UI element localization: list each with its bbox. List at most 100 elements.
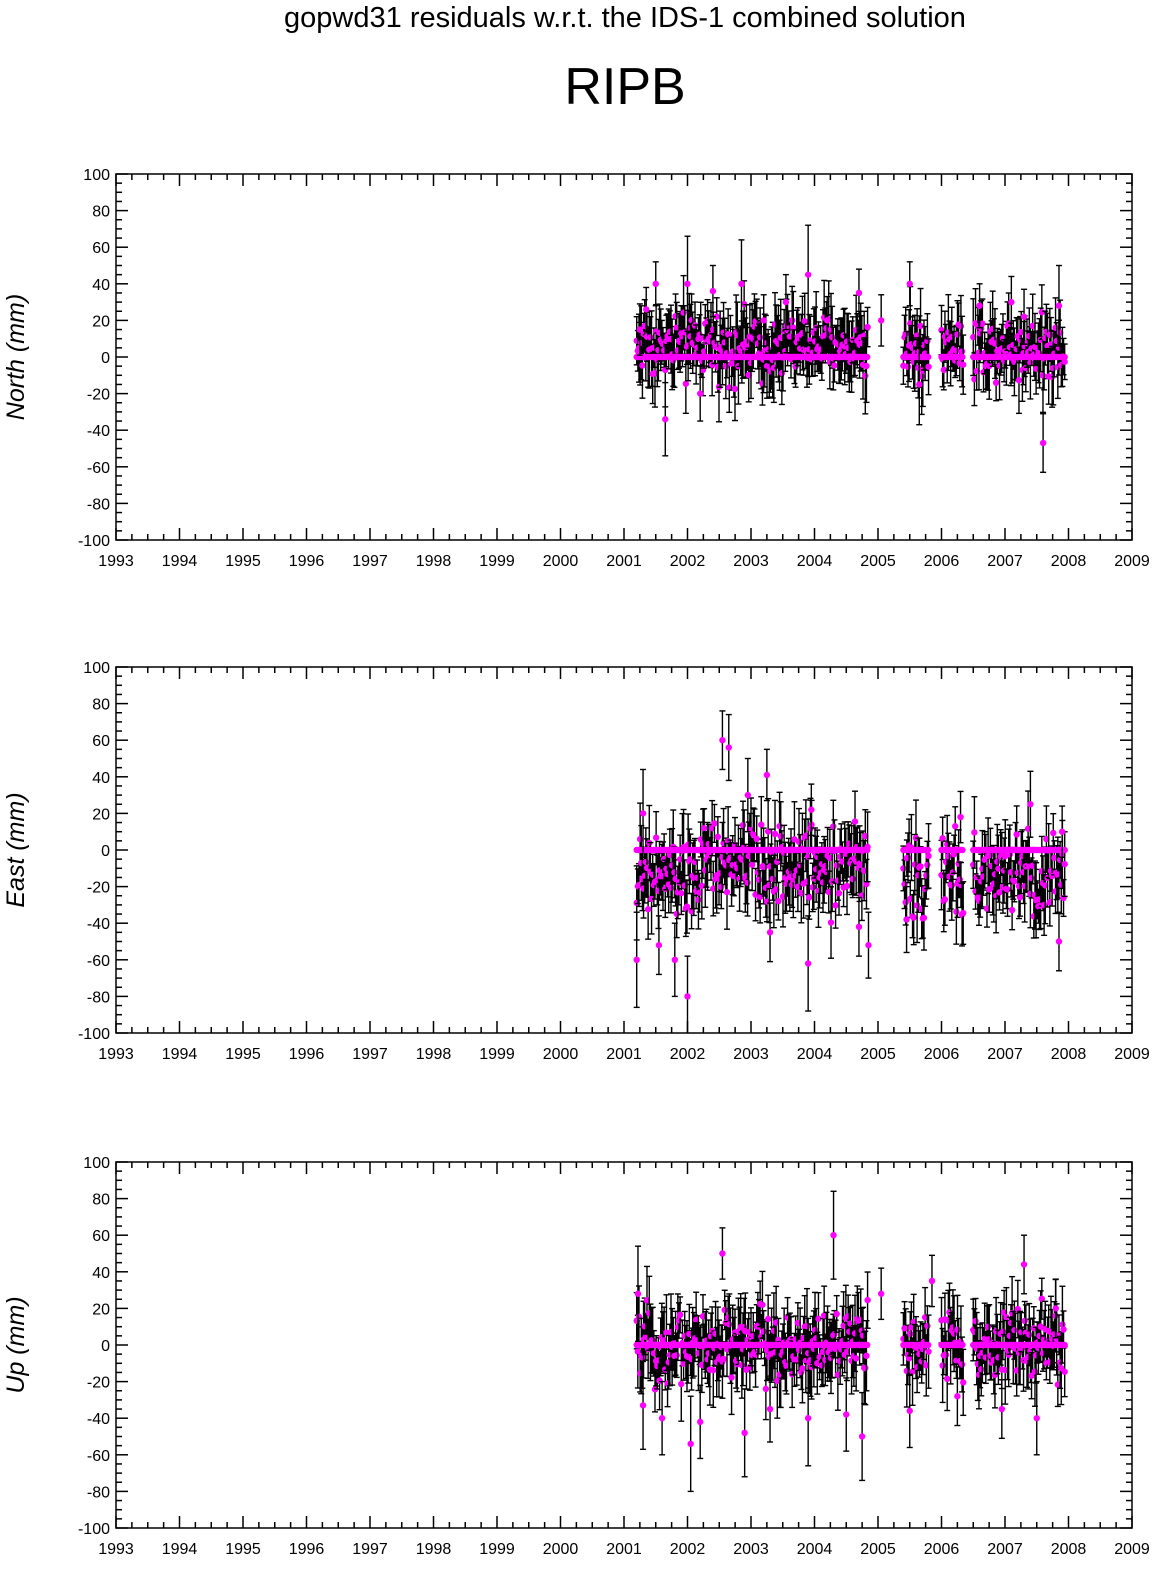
data-point	[1008, 298, 1015, 306]
x-tick-label: 1994	[162, 1541, 198, 1558]
data-point	[777, 833, 784, 840]
data-point	[833, 862, 840, 869]
data-point	[904, 363, 912, 371]
data-point	[639, 362, 646, 369]
x-tick-label: 2003	[733, 1541, 769, 1558]
data-point	[667, 884, 675, 891]
data-point	[864, 1341, 871, 1349]
x-tick-label: 1996	[289, 1046, 325, 1063]
data-point	[924, 846, 932, 854]
x-tick-label: 1999	[479, 553, 515, 570]
y-tick-label: 20	[92, 1301, 110, 1318]
data-point	[644, 906, 652, 913]
x-tick-label: 1995	[225, 553, 261, 570]
y-tick-label: 100	[83, 660, 110, 677]
data-point	[1061, 353, 1068, 361]
x-tick-label: 2003	[733, 1046, 769, 1063]
data-point	[949, 869, 957, 876]
x-tick-label: 2000	[543, 1046, 579, 1063]
data-point	[678, 889, 685, 897]
data-point	[723, 888, 731, 896]
data-point	[852, 1355, 860, 1362]
data-point	[763, 771, 771, 779]
y-tick-label: 100	[83, 1155, 110, 1172]
data-point	[1039, 372, 1047, 379]
x-tick-label: 2007	[987, 1046, 1023, 1063]
data-point	[709, 287, 717, 295]
y-tick-label: 20	[92, 806, 110, 823]
data-point	[909, 1368, 916, 1375]
data-point	[748, 861, 756, 868]
data-point	[739, 821, 747, 829]
data-point	[806, 894, 813, 901]
y-tick-label: 0	[101, 1338, 110, 1355]
data-point	[755, 876, 763, 883]
x-tick-label: 1993	[98, 553, 134, 570]
data-point	[863, 880, 870, 888]
data-point	[818, 1362, 826, 1369]
x-tick-label: 2000	[543, 1541, 579, 1558]
x-tick-label: 1997	[352, 1046, 388, 1063]
station-name: RIPB	[564, 58, 686, 116]
data-point	[788, 881, 796, 888]
x-tick-label: 1998	[416, 553, 452, 570]
x-tick-label: 2001	[606, 1046, 642, 1063]
data-point	[760, 317, 767, 324]
x-tick-label: 1993	[98, 1046, 134, 1063]
data-point	[924, 1322, 931, 1330]
data-point	[851, 818, 859, 825]
data-point	[804, 271, 812, 278]
data-point	[652, 280, 659, 287]
data-point	[722, 362, 730, 370]
data-point	[939, 835, 946, 842]
data-point	[970, 861, 977, 868]
data-point	[710, 1367, 717, 1374]
data-point	[1039, 439, 1047, 447]
data-point	[809, 884, 816, 891]
data-point	[731, 385, 739, 393]
y-tick-label: -20	[87, 1375, 110, 1392]
data-point	[695, 896, 702, 903]
data-point	[726, 1321, 733, 1328]
data-point	[942, 1351, 950, 1358]
data-point	[986, 362, 993, 370]
x-tick-label: 2009	[1114, 553, 1150, 570]
data-point	[671, 869, 678, 876]
y-tick-label: 60	[92, 733, 110, 750]
data-point	[1038, 308, 1046, 316]
data-point	[720, 1355, 727, 1363]
data-point	[831, 362, 838, 369]
x-tick-label: 1994	[162, 1046, 198, 1063]
data-point	[924, 861, 931, 869]
x-tick-label: 1995	[225, 1046, 261, 1063]
data-point	[996, 889, 1003, 896]
x-tick-label: 1999	[479, 1541, 515, 1558]
data-point	[728, 1374, 735, 1381]
data-point	[684, 993, 691, 1000]
data-point	[714, 833, 722, 841]
data-point	[864, 1296, 871, 1304]
y-tick-label: -40	[87, 1411, 110, 1428]
data-point	[830, 823, 837, 830]
y-tick-label: -60	[87, 953, 110, 970]
data-point	[655, 941, 663, 949]
x-tick-label: 2001	[606, 553, 642, 570]
y-tick-label: 40	[92, 277, 110, 294]
data-point	[633, 956, 640, 963]
data-point	[697, 335, 704, 342]
data-point	[683, 903, 691, 910]
data-point	[939, 1362, 946, 1369]
y-tick-label: 60	[92, 1228, 110, 1245]
data-point	[835, 890, 843, 897]
data-point	[1011, 878, 1018, 885]
data-point	[1046, 331, 1054, 339]
data-layer	[633, 224, 1068, 473]
data-point	[652, 834, 660, 841]
y-tick-label: 60	[92, 240, 110, 257]
data-point	[662, 416, 669, 423]
data-point	[744, 879, 751, 886]
data-point	[776, 822, 783, 830]
x-tick-label: 1998	[416, 1541, 452, 1558]
data-point	[920, 914, 928, 922]
